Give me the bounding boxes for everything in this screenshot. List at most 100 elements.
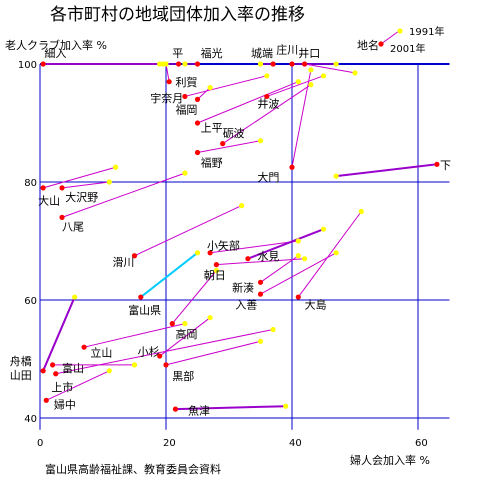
point-1991-21 [302,256,308,262]
place-label-13: 大門 [257,170,279,184]
point-1991-33 [106,368,112,374]
place-label-12: 福野 [201,156,223,170]
place-label-19: 小矢部 [207,238,240,252]
point-1991-23 [333,250,339,256]
point-2001-18 [131,253,138,259]
point-2001-25 [138,294,144,300]
point-2001-20 [245,256,251,262]
place-label-18: 滑川 [112,256,134,269]
place-label-28: 小杉 [138,344,160,358]
place-label-5: 井口 [298,46,320,60]
link-line-5 [304,63,356,74]
place-label-27: 立山 [90,346,112,360]
link-line-31 [55,329,274,375]
point-1991-1 [157,61,163,67]
point-1991-18 [239,203,245,209]
link-line-7 [184,75,267,97]
source-note: 富山県高齢福祉課、教育委員会資料 [45,462,221,476]
point-2001-19 [207,250,213,256]
place-label-3: 城端 [251,47,273,60]
link-line-32 [42,296,76,372]
point-2001-30 [50,362,56,368]
place-label-23: 入善 [235,297,257,311]
point-2001-7 [182,93,188,100]
point-2001-10 [194,120,201,126]
place-label-25: 富山県 [128,303,161,317]
point-2001-26 [169,321,175,327]
place-label-7: 宇奈月 [150,91,183,105]
point-1991-28 [207,315,213,321]
place-label-0: 細入 [44,47,66,60]
link-line-9 [266,75,324,97]
point-2001-1 [176,61,182,67]
place-label-20: 水見 [257,250,279,263]
link-line-28 [159,317,211,357]
point-1991-2 [182,61,188,67]
chart-title: 各市町村の地域団体加入率の推移 [50,5,305,25]
point-2001-9 [264,93,270,100]
point-1991-17 [182,170,188,176]
point-2001-34 [172,406,179,412]
point-1991-4 [333,61,339,67]
place-label-1: 平 [172,47,183,60]
point-1991-16 [106,179,112,185]
point-2001-21 [213,262,219,268]
point-2001-2 [194,61,201,67]
link-line-19 [210,240,299,254]
y-tick-label-3: 100 [18,60,37,71]
point-2001-29 [163,362,169,368]
link-line-22 [260,255,299,283]
y-tick-label-0: 40 [24,414,37,425]
point-2001-11 [220,141,226,147]
legend-link-line [380,30,400,45]
point-1991-8 [207,85,213,91]
place-label-29: 黒部 [172,369,194,383]
point-2001-32 [40,368,46,374]
x-tick-label-3: 60 [415,438,428,449]
y-tick-label-1: 60 [24,296,37,307]
point-1991-5 [352,70,358,76]
point-2001-3 [270,61,276,67]
point-1991-31 [270,326,276,333]
point-2001-23 [257,291,264,297]
point-1991-32 [72,294,78,300]
point-2001-33 [43,397,49,403]
link-line-20 [247,228,324,260]
link-line-14 [335,163,438,178]
point-1991-34 [283,403,289,409]
link-line-17 [61,172,186,218]
link-line-27 [83,323,186,348]
legend-1991-label: 1991年 [409,25,444,38]
link-line-10 [197,81,299,124]
place-label-30: 富山 [62,361,84,375]
link-line-12 [197,140,261,153]
y-axis-label: 老人クラブ加入率 % [5,38,107,52]
point-2001-14 [434,161,440,167]
point-1991-3 [257,61,264,67]
point-1991-24 [358,208,364,215]
point-2001-12 [194,149,201,156]
link-line-26 [171,270,217,324]
place-label-6: 利賀 [175,76,197,89]
point-2001-24 [295,294,301,300]
place-label-21: 朝日 [204,269,226,282]
point-1991-10 [295,79,301,85]
link-line-29 [165,340,261,366]
x-axis-label: 婦人会加入率 % [350,453,430,467]
place-label-26: 高岡 [175,327,197,341]
link-line-6 [165,63,170,82]
x-tick-label-0: 0 [37,438,43,449]
legend-2001-marker [378,41,384,47]
point-layer [40,61,440,412]
point-1991-27 [182,321,188,327]
point-2001-16 [59,185,65,191]
point-2001-27 [81,344,87,350]
place-label-11: 砺波 [223,127,245,140]
point-1991-19 [295,238,301,244]
point-1991-13 [308,67,314,73]
point-1991-15 [113,164,119,170]
point-1991-11 [308,82,314,88]
point-2001-15 [40,185,46,191]
link-line-21 [216,258,305,266]
